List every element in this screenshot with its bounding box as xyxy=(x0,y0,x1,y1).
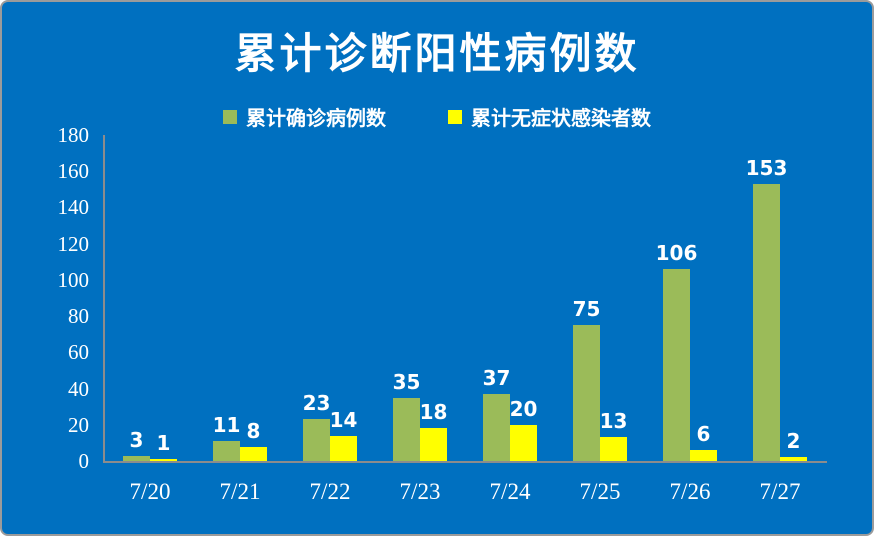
plot-area: 180 160 140 120 100 80 60 40 20 0 3 1 11 8 23 14 35 18 37… xyxy=(58,124,827,504)
x-axis-line xyxy=(103,461,827,463)
legend-item-asymptomatic: 累计无症状感染者数 xyxy=(448,102,651,131)
y-tick-label-160: 160 xyxy=(57,159,90,184)
data-label-asymptomatic-7/26: 6 xyxy=(696,422,711,447)
bar-asymptomatic-7/20 xyxy=(150,459,177,461)
data-label-confirmed-7/25: 75 xyxy=(572,297,601,322)
bar-confirmed-7/24 xyxy=(483,394,510,461)
bar-asymptomatic-7/22 xyxy=(330,435,357,461)
legend-swatch-confirmed-icon xyxy=(223,109,237,124)
y-tick-label-140: 140 xyxy=(57,195,90,220)
bar-asymptomatic-7/23 xyxy=(420,428,447,461)
data-label-confirmed-7/22: 23 xyxy=(302,391,331,416)
bar-asymptomatic-7/24 xyxy=(510,424,537,461)
bar-asymptomatic-7/27 xyxy=(780,457,807,461)
y-axis-line xyxy=(103,135,105,461)
y-tick-label-20: 20 xyxy=(68,412,89,437)
bar-asymptomatic-7/26 xyxy=(690,450,717,461)
data-label-confirmed-7/20: 3 xyxy=(129,427,144,452)
x-axis-label-7/24: 7/24 xyxy=(489,479,531,504)
bar-confirmed-7/26 xyxy=(663,269,690,461)
data-label-asymptomatic-7/20: 1 xyxy=(156,431,171,456)
y-tick-label-60: 60 xyxy=(68,340,89,365)
y-tick-label-120: 120 xyxy=(57,231,90,256)
y-tick-label-100: 100 xyxy=(57,267,90,292)
bar-asymptomatic-7/25 xyxy=(600,437,627,461)
data-label-confirmed-7/27: 153 xyxy=(745,155,788,180)
bar-confirmed-7/22 xyxy=(303,419,330,461)
y-tick-label-80: 80 xyxy=(68,304,89,329)
data-label-asymptomatic-7/24: 20 xyxy=(509,396,538,421)
x-axis-label-7/21: 7/21 xyxy=(219,479,261,504)
x-axis-label-7/22: 7/22 xyxy=(309,479,351,504)
data-label-confirmed-7/23: 35 xyxy=(392,369,421,394)
data-label-confirmed-7/24: 37 xyxy=(482,366,511,390)
legend-label-asymptomatic: 累计无症状感染者数 xyxy=(471,108,651,130)
data-label-confirmed-7/26: 106 xyxy=(655,241,698,266)
x-axis-label-7/26: 7/26 xyxy=(669,479,711,504)
bar-confirmed-7/25 xyxy=(573,325,600,461)
data-label-asymptomatic-7/21: 8 xyxy=(246,418,261,443)
legend-item-confirmed: 累计确诊病例数 xyxy=(223,102,386,131)
x-axis-label-7/23: 7/23 xyxy=(399,479,441,504)
legend: 累计确诊病例数 累计无症状感染者数 xyxy=(2,102,872,131)
data-label-asymptomatic-7/23: 18 xyxy=(419,400,448,425)
legend-swatch-asymptomatic-icon xyxy=(448,109,462,124)
x-axis-label-7/27: 7/27 xyxy=(759,479,801,504)
y-tick-label-0: 0 xyxy=(78,449,90,473)
x-axis-label-7/20: 7/20 xyxy=(129,479,171,504)
y-tick-label-180: 180 xyxy=(57,123,90,147)
bar-confirmed-7/20 xyxy=(123,455,150,461)
bar-confirmed-7/21 xyxy=(213,441,240,461)
bar-confirmed-7/23 xyxy=(393,397,420,461)
data-label-confirmed-7/21: 11 xyxy=(212,413,241,438)
data-label-asymptomatic-7/27: 2 xyxy=(786,429,801,454)
data-label-asymptomatic-7/22: 14 xyxy=(329,407,358,432)
data-label-asymptomatic-7/25: 13 xyxy=(599,409,628,434)
legend-label-confirmed: 累计确诊病例数 xyxy=(246,108,386,130)
bar-asymptomatic-7/21 xyxy=(240,446,267,461)
y-tick-label-40: 40 xyxy=(68,376,89,401)
x-axis-label-7/25: 7/25 xyxy=(579,479,621,504)
bar-confirmed-7/27 xyxy=(753,183,780,461)
chart-title: 累计诊断阳性病例数 xyxy=(234,30,640,77)
